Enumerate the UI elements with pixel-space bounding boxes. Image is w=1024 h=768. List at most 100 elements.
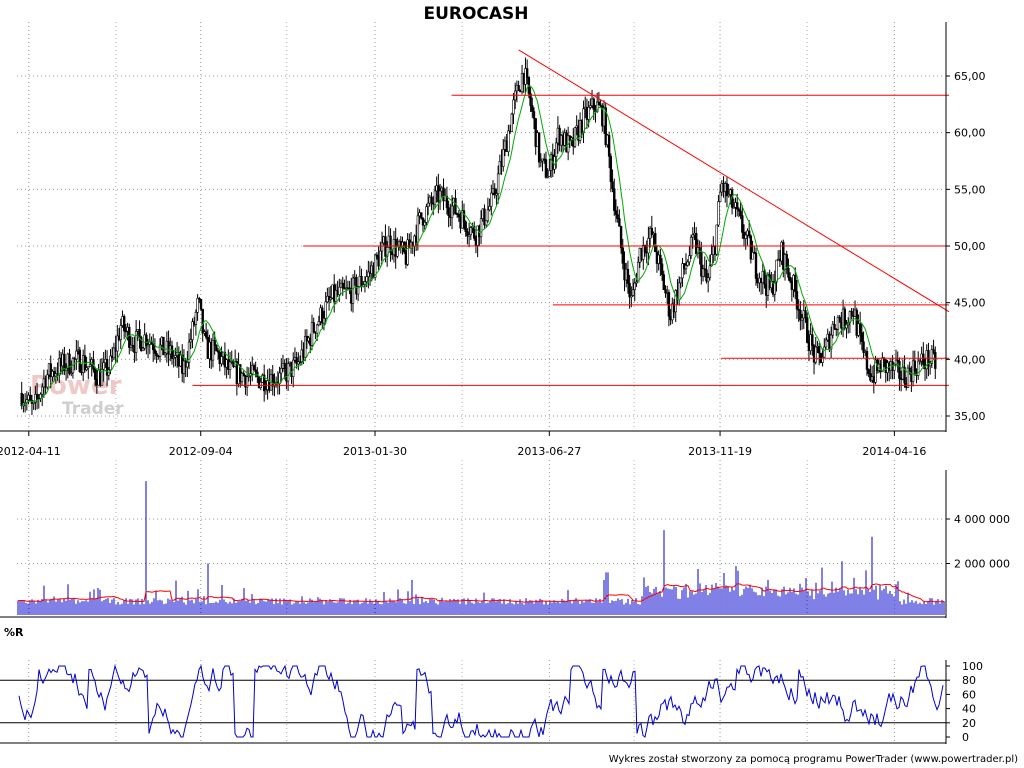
candle-body xyxy=(613,188,616,211)
candle-body xyxy=(587,107,590,120)
candle-body xyxy=(806,317,809,343)
candle-body xyxy=(58,357,61,376)
candle-body xyxy=(725,183,729,197)
candle-body xyxy=(242,373,245,377)
candle-body xyxy=(310,322,314,346)
candle-body xyxy=(922,353,925,365)
candle-body xyxy=(862,341,865,353)
candle-body xyxy=(706,277,710,282)
candle-body xyxy=(213,339,216,346)
candle-body xyxy=(29,394,32,401)
candle-body xyxy=(46,374,49,388)
y-tick-label: 65,00 xyxy=(954,70,986,83)
candle-body xyxy=(708,265,712,278)
candle-body xyxy=(874,359,877,383)
candle-body xyxy=(913,360,916,372)
candle-body xyxy=(604,107,607,146)
candle-body xyxy=(662,274,665,290)
candle-body xyxy=(747,230,751,237)
footer-credit: Wykres został stworzony za pomocą progra… xyxy=(609,754,1018,765)
candle-body xyxy=(824,339,828,348)
candle-body xyxy=(703,268,706,271)
candle-body xyxy=(674,290,677,313)
price-moving-average xyxy=(21,85,936,407)
candle-body xyxy=(607,134,611,157)
candle-body xyxy=(162,336,165,356)
candle-body xyxy=(283,363,286,369)
candle-body xyxy=(85,367,88,371)
candle-body xyxy=(373,254,377,278)
candle-body xyxy=(681,263,684,279)
candle-body xyxy=(495,193,498,196)
candle-body xyxy=(619,226,623,249)
candle-body xyxy=(324,301,327,319)
candle-body xyxy=(493,188,496,196)
candle-body xyxy=(546,176,549,178)
candle-body xyxy=(469,227,473,236)
candle-body xyxy=(457,213,461,218)
candle-body xyxy=(650,227,654,235)
candle-body xyxy=(490,192,493,207)
candle-body xyxy=(158,344,162,357)
candle-body xyxy=(131,344,134,347)
candle-body xyxy=(502,149,505,167)
candle-body xyxy=(628,283,631,298)
candle-body xyxy=(787,268,790,278)
candle-body xyxy=(146,344,150,347)
candle-body xyxy=(573,127,577,147)
candle-body xyxy=(78,349,81,373)
candle-body xyxy=(898,361,901,379)
candle-body xyxy=(618,218,621,227)
candle-body xyxy=(385,247,389,257)
candle-body xyxy=(775,259,778,283)
candle-body xyxy=(717,201,720,226)
candle-body xyxy=(626,268,630,284)
wr-panel-label: %R xyxy=(4,626,24,639)
williams-r-panel xyxy=(0,664,946,739)
candle-body xyxy=(597,101,601,106)
candle-body xyxy=(903,366,906,384)
candle-body xyxy=(286,363,290,382)
candle-body xyxy=(664,289,667,294)
candle-body xyxy=(614,210,618,215)
candle-body xyxy=(312,322,315,333)
candle-body xyxy=(466,231,469,237)
candle-body xyxy=(87,366,90,369)
candle-body xyxy=(317,321,321,326)
candle-body xyxy=(389,235,392,253)
candle-body xyxy=(484,220,488,226)
candle-body xyxy=(341,282,344,289)
candle-body xyxy=(691,234,695,238)
candle-body xyxy=(821,356,824,363)
candle-body xyxy=(122,316,126,332)
y-tick-label-wr: 40 xyxy=(962,703,976,716)
candle-body xyxy=(351,277,355,304)
candle-body xyxy=(908,367,911,372)
y-tick-label-volume: 4 000 000 xyxy=(954,513,1010,526)
candle-body xyxy=(68,353,71,374)
candle-body xyxy=(483,208,486,226)
candle-body xyxy=(554,142,558,157)
candle-body xyxy=(75,350,78,360)
x-tick-label: 2013-11-19 xyxy=(688,445,752,458)
y-tick-label: 60,00 xyxy=(954,127,986,140)
candle-body xyxy=(271,374,274,387)
candle-body xyxy=(163,352,167,356)
candle-body xyxy=(430,196,433,204)
candle-body xyxy=(532,111,536,119)
candle-body xyxy=(134,331,138,353)
candle-body xyxy=(843,308,846,329)
candle-body xyxy=(642,244,645,260)
candle-body xyxy=(659,254,662,265)
candle-body xyxy=(420,212,423,219)
candle-body xyxy=(698,247,701,253)
candle-body xyxy=(701,268,705,277)
candle-body xyxy=(894,359,898,365)
candle-body xyxy=(151,343,155,351)
candle-body xyxy=(744,234,747,239)
candle-body xyxy=(155,353,158,357)
candle-body xyxy=(592,98,595,110)
candle-body xyxy=(804,310,807,318)
candle-body xyxy=(800,317,804,321)
